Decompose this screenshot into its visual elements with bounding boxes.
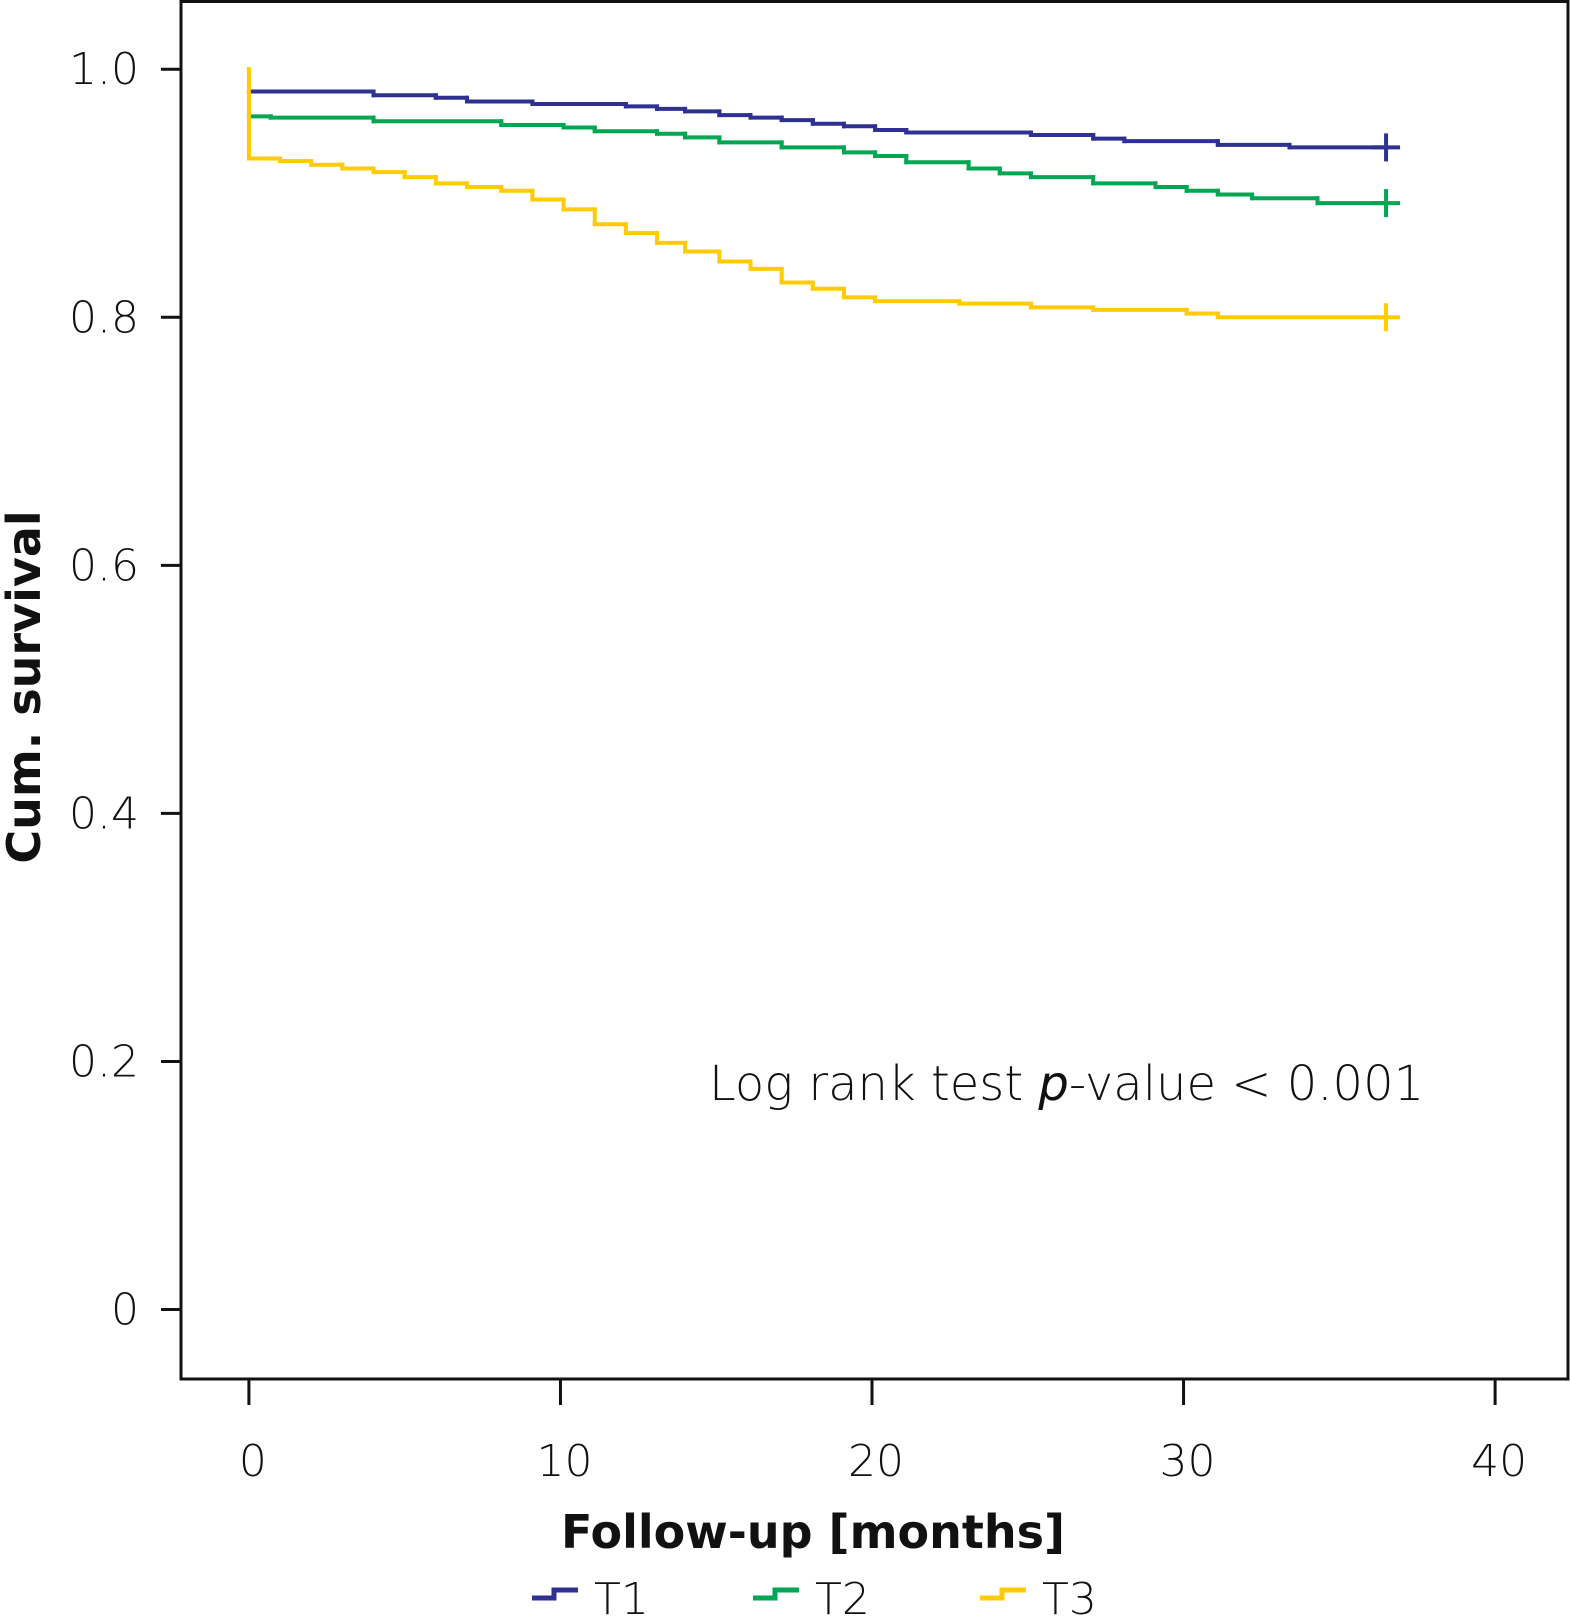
x-tick-label: 10 bbox=[536, 1436, 592, 1487]
annotation-text: Log rank test bbox=[709, 1056, 1038, 1112]
y-tick-label: 0 bbox=[111, 1285, 139, 1336]
y-tick-label: 0.2 bbox=[69, 1036, 139, 1087]
censor-mark bbox=[1372, 303, 1401, 332]
annotation-text: -value < 0.001 bbox=[1069, 1056, 1424, 1112]
censor-mark bbox=[1372, 189, 1401, 218]
series-line bbox=[246, 114, 1401, 218]
legend-swatch bbox=[980, 1587, 1026, 1601]
y-tick-label: 0.4 bbox=[69, 788, 139, 839]
legend-label: T3 bbox=[1042, 1574, 1097, 1619]
y-tick-label: 1.0 bbox=[69, 44, 139, 95]
series-line bbox=[246, 67, 1401, 332]
x-tick-label: 0 bbox=[239, 1436, 267, 1487]
censor-mark bbox=[1372, 133, 1401, 162]
y-tick-label: 0.8 bbox=[69, 292, 139, 343]
series-line bbox=[246, 89, 1401, 162]
legend-swatch bbox=[532, 1587, 578, 1601]
legend-label: T2 bbox=[815, 1574, 870, 1619]
x-tick-label: 40 bbox=[1471, 1436, 1527, 1487]
annotation: Log rank test p-value < 0.001 bbox=[709, 1056, 1424, 1112]
plot-frame bbox=[179, 0, 1570, 1381]
x-tick-label: 20 bbox=[848, 1436, 904, 1487]
legend-label: T1 bbox=[594, 1574, 649, 1619]
x-tick-label: 30 bbox=[1160, 1436, 1216, 1487]
legend-swatch bbox=[753, 1587, 799, 1601]
y-tick-label: 0.6 bbox=[69, 540, 139, 591]
x-axis-title: Follow-up [months] bbox=[561, 1505, 1065, 1559]
y-axis-title: Cum. survival bbox=[0, 510, 51, 863]
annotation-italic: p bbox=[1037, 1056, 1068, 1112]
